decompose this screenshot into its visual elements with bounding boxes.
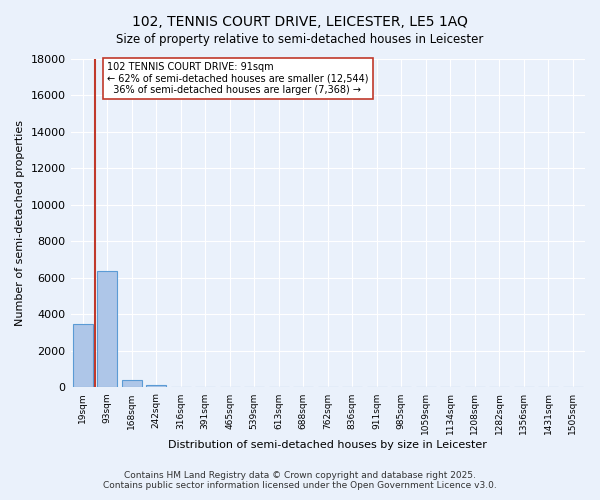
Text: Contains HM Land Registry data © Crown copyright and database right 2025.
Contai: Contains HM Land Registry data © Crown c… — [103, 470, 497, 490]
Bar — [146, 384, 166, 388]
Text: Size of property relative to semi-detached houses in Leicester: Size of property relative to semi-detach… — [116, 32, 484, 46]
Text: 102 TENNIS COURT DRIVE: 91sqm
← 62% of semi-detached houses are smaller (12,544): 102 TENNIS COURT DRIVE: 91sqm ← 62% of s… — [107, 62, 369, 96]
X-axis label: Distribution of semi-detached houses by size in Leicester: Distribution of semi-detached houses by … — [169, 440, 487, 450]
Bar — [122, 380, 142, 388]
Bar — [97, 270, 117, 388]
Text: 102, TENNIS COURT DRIVE, LEICESTER, LE5 1AQ: 102, TENNIS COURT DRIVE, LEICESTER, LE5 … — [132, 15, 468, 29]
Y-axis label: Number of semi-detached properties: Number of semi-detached properties — [15, 120, 25, 326]
Bar — [73, 324, 92, 388]
